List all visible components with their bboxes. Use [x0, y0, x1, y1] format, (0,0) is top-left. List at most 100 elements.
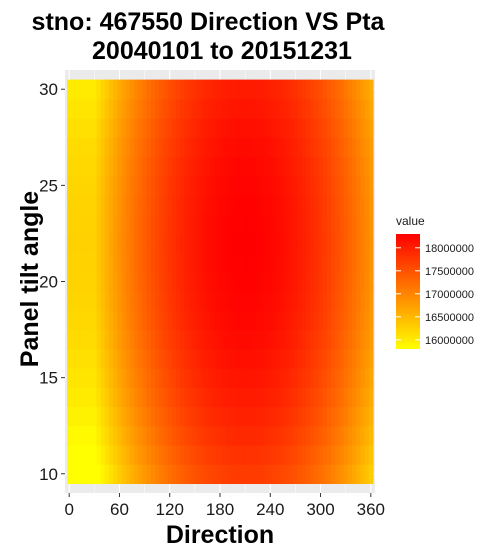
- heatmap-tile: [268, 368, 273, 388]
- heatmap-tile: [108, 464, 114, 484]
- heatmap-tile: [222, 175, 227, 196]
- heatmap-tile: [121, 348, 127, 369]
- heatmap-tile: [83, 406, 89, 427]
- heatmap-tile: [88, 137, 93, 158]
- heatmap-tile: [368, 156, 374, 177]
- heatmap-tile: [255, 387, 261, 408]
- heatmap-tile: [75, 118, 81, 138]
- heatmap-tile: [180, 329, 185, 350]
- heatmap-tile: [104, 387, 110, 408]
- heatmap-tile: [301, 194, 307, 215]
- heatmap-tile: [343, 425, 349, 446]
- heatmap-tile: [263, 175, 269, 196]
- heatmap-tile: [138, 271, 144, 292]
- heatmap-tile: [108, 98, 114, 119]
- legend-colorbar: [396, 234, 420, 349]
- heatmap-tile: [335, 387, 340, 408]
- heatmap-tile: [71, 175, 77, 196]
- heatmap-tile: [213, 156, 219, 177]
- heatmap-tile: [71, 291, 77, 311]
- heatmap-tile: [326, 175, 332, 196]
- heatmap-tile: [213, 79, 219, 100]
- heatmap-tile: [88, 233, 93, 254]
- heatmap-tile: [255, 98, 261, 119]
- heatmap-tile: [196, 406, 202, 427]
- heatmap-tile: [251, 137, 257, 158]
- heatmap-tile: [138, 464, 144, 484]
- heatmap-tile: [125, 310, 131, 331]
- heatmap-tile: [247, 329, 253, 350]
- heatmap-tile: [268, 387, 273, 408]
- heatmap-tile: [301, 118, 307, 138]
- heatmap-tile: [318, 156, 324, 177]
- heatmap-tile: [276, 79, 282, 100]
- heatmap-tile: [351, 387, 357, 408]
- heatmap-tile: [176, 464, 181, 484]
- heatmap-tile: [155, 118, 160, 138]
- heatmap-tile: [368, 368, 374, 388]
- heatmap-tile: [251, 310, 257, 331]
- heatmap-tile: [230, 118, 236, 138]
- heatmap-tile: [75, 444, 81, 465]
- heatmap-tile: [259, 194, 265, 215]
- heatmap-tile: [301, 329, 307, 350]
- heatmap-tile: [234, 425, 240, 446]
- heatmap-tile: [326, 137, 332, 158]
- heatmap-tile: [138, 425, 144, 446]
- heatmap-tile: [125, 368, 131, 388]
- heatmap-tile: [79, 425, 85, 446]
- heatmap-tile: [108, 214, 114, 235]
- heatmap-tile: [276, 118, 282, 138]
- heatmap-tile: [238, 368, 244, 388]
- heatmap-tile: [238, 444, 244, 465]
- heatmap-tile: [351, 271, 357, 292]
- heatmap-tile: [360, 79, 366, 100]
- heatmap-tile: [356, 79, 361, 100]
- heatmap-tile: [339, 291, 345, 311]
- x-tick-label: 0: [64, 500, 73, 519]
- heatmap-tile: [180, 348, 185, 369]
- heatmap-tile: [284, 425, 290, 446]
- heatmap-tile: [268, 329, 273, 350]
- heatmap-tile: [289, 464, 294, 484]
- heatmap-tile: [268, 406, 273, 427]
- heatmap-tile: [71, 233, 77, 254]
- heatmap-tile: [142, 194, 148, 215]
- heatmap-tile: [192, 406, 198, 427]
- heatmap-tile: [209, 464, 215, 484]
- heatmap-tile: [188, 310, 194, 331]
- heatmap-tile: [92, 156, 98, 177]
- heatmap-tile: [134, 271, 139, 292]
- heatmap-tile: [331, 118, 336, 138]
- heatmap-tile: [134, 425, 139, 446]
- heatmap-tile: [276, 271, 282, 292]
- heatmap-tile: [75, 387, 81, 408]
- heatmap-tile: [280, 233, 286, 254]
- heatmap-tile: [351, 194, 357, 215]
- heatmap-tile: [247, 137, 253, 158]
- heatmap-tile: [297, 310, 303, 331]
- heatmap-tile: [226, 387, 232, 408]
- heatmap-tile: [360, 271, 366, 292]
- heatmap-tile: [159, 310, 165, 331]
- heatmap-tile: [209, 137, 215, 158]
- heatmap-tile: [180, 98, 185, 119]
- heatmap-tile: [222, 118, 227, 138]
- heatmap-tile: [310, 252, 315, 273]
- heatmap-tile: [125, 137, 131, 158]
- heatmap-tile: [92, 425, 98, 446]
- heatmap-tile: [184, 137, 190, 158]
- heatmap-tile: [180, 194, 185, 215]
- heatmap-tile: [347, 425, 353, 446]
- heatmap-tile: [255, 425, 261, 446]
- heatmap-tile: [171, 194, 177, 215]
- heatmap-tile: [171, 329, 177, 350]
- heatmap-tile: [289, 406, 294, 427]
- heatmap-tile: [230, 156, 236, 177]
- heatmap-tile: [230, 137, 236, 158]
- heatmap-tile: [83, 387, 89, 408]
- heatmap-tile: [79, 194, 85, 215]
- heatmap-tile: [305, 291, 311, 311]
- heatmap-tile: [184, 98, 190, 119]
- heatmap-tile: [293, 387, 299, 408]
